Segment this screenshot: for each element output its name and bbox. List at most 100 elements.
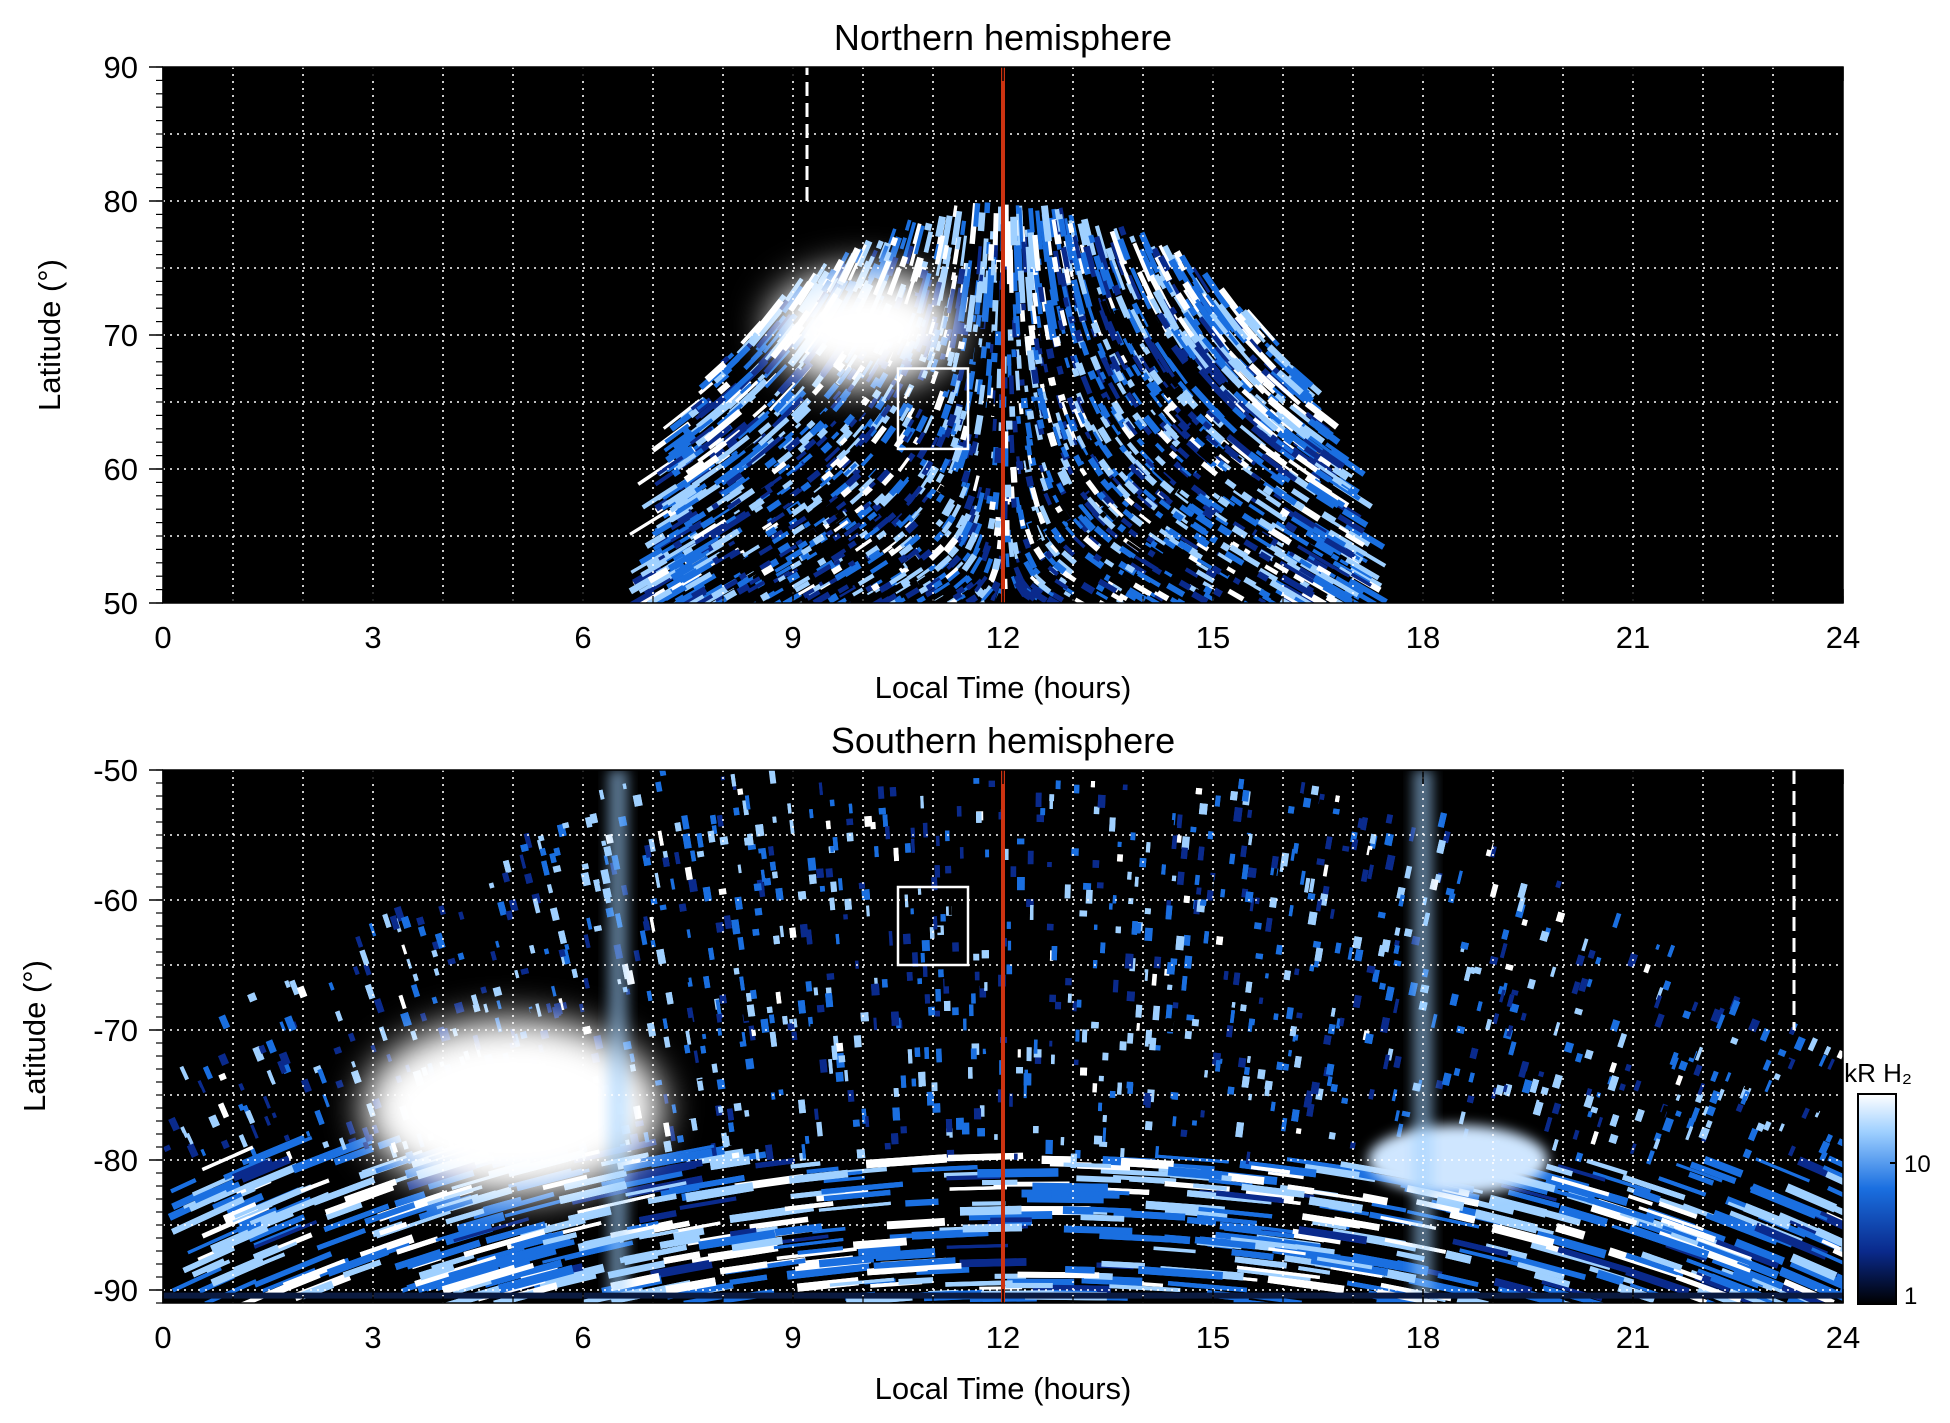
north-intensity-stroke: [905, 587, 920, 599]
north-intensity-stroke: [1099, 415, 1111, 429]
north-intensity-stroke: [1026, 349, 1036, 371]
north-intensity-stroke: [1157, 254, 1171, 272]
north-intensity-stroke: [1109, 229, 1128, 266]
north-intensity-stroke: [1171, 556, 1180, 564]
north-intensity-stroke: [880, 404, 892, 418]
north-intensity-stroke: [1147, 549, 1156, 558]
north-intensity-stroke: [799, 602, 817, 603]
north-intensity-stroke: [1109, 355, 1122, 373]
south-intensity-stroke: [1403, 928, 1413, 938]
north-intensity-stroke: [890, 236, 899, 247]
north-intensity-stroke: [1171, 438, 1181, 448]
north-intensity-stroke: [1186, 411, 1202, 426]
north-intensity-stroke: [1063, 428, 1075, 447]
north-intensity-stroke: [1205, 409, 1221, 425]
north-intensity-stroke: [947, 391, 957, 405]
north-intensity-stroke: [1176, 393, 1189, 407]
north-intensity-stroke: [1140, 502, 1154, 515]
north-xlabel: Local Time (hours): [875, 670, 1132, 705]
north-intensity-stroke: [1226, 455, 1238, 465]
north-intensity-stroke: [955, 287, 963, 309]
south-intensity-stroke: [1007, 940, 1012, 951]
north-intensity-stroke: [625, 589, 656, 603]
north-intensity-stroke: [1056, 482, 1065, 493]
south-intensity-stroke: [1092, 1083, 1098, 1093]
north-intensity-stroke: [1073, 453, 1085, 467]
north-intensity-stroke: [766, 512, 785, 526]
north-intensity-stroke: [1133, 582, 1153, 597]
north-intensity-stroke: [1121, 396, 1132, 409]
north-intensity-stroke: [1171, 423, 1187, 440]
north-intensity-stroke: [823, 384, 833, 394]
north-intensity-stroke: [765, 522, 779, 533]
north-intensity-stroke: [1144, 458, 1155, 469]
north-intensity-stroke: [1258, 588, 1271, 600]
north-intensity-stroke: [1015, 205, 1020, 214]
north-intensity-stroke: [770, 529, 785, 542]
north-intensity-stroke: [1008, 249, 1014, 293]
north-intensity-stroke: [1194, 436, 1206, 448]
north-intensity-stroke: [1114, 435, 1125, 447]
north-intensity-stroke: [1110, 592, 1125, 603]
south-intensity-stroke: [1078, 868, 1084, 878]
north-intensity-stroke: [758, 486, 773, 500]
north-intensity-stroke: [980, 587, 994, 603]
north-intensity-stroke: [791, 523, 806, 536]
north-intensity-stroke: [830, 457, 841, 469]
north-intensity-stroke: [763, 512, 775, 521]
south-intensity-stroke: [794, 772, 803, 781]
north-intensity-stroke: [768, 599, 783, 603]
south-intensity-stroke: [1027, 850, 1034, 865]
north-intensity-stroke: [973, 534, 984, 554]
north-intensity-stroke: [1183, 288, 1201, 313]
north-intensity-stroke: [990, 352, 998, 363]
north-intensity-stroke: [734, 592, 748, 603]
north-intensity-stroke: [1091, 431, 1105, 449]
north-intensity-stroke: [1243, 576, 1257, 588]
north-intensity-stroke: [1075, 362, 1086, 376]
south-intensity-stroke: [733, 1102, 742, 1112]
south-intensity-stroke: [920, 795, 924, 809]
north-intensity-stroke: [782, 479, 794, 490]
south-intensity-stroke: [733, 807, 740, 816]
north-intensity-stroke: [939, 215, 953, 259]
south-intensity-stroke: [1123, 1011, 1131, 1018]
north-intensity-stroke: [955, 514, 966, 529]
north-intensity-stroke: [951, 210, 963, 246]
north-intensity-stroke: [1198, 316, 1225, 349]
north-intensity-stroke: [1127, 583, 1146, 597]
north-intensity-stroke: [1064, 357, 1071, 369]
south-intensity-stroke: [1206, 889, 1214, 901]
north-intensity-stroke: [1242, 554, 1261, 568]
north-intensity-stroke: [1305, 482, 1341, 509]
north-intensity-stroke: [1025, 246, 1032, 270]
north-intensity-stroke: [1131, 363, 1142, 377]
north-intensity-stroke: [733, 572, 742, 579]
north-intensity-stroke: [1170, 327, 1194, 359]
north-intensity-stroke: [985, 359, 993, 377]
south-intensity-stroke: [1047, 861, 1052, 868]
south-intensity-stroke: [1144, 927, 1153, 942]
north-intensity-stroke: [1187, 516, 1197, 525]
north-intensity-stroke: [902, 426, 913, 437]
north-intensity-stroke: [664, 585, 688, 602]
north-intensity-stroke: [1172, 253, 1186, 272]
north-intensity-stroke: [1191, 284, 1215, 317]
north-intensity-stroke: [764, 364, 788, 389]
north-intensity-stroke: [678, 590, 707, 603]
north-intensity-stroke: [1036, 387, 1044, 396]
north-intensity-stroke: [980, 544, 992, 562]
north-intensity-stroke: [1077, 514, 1095, 532]
north-intensity-stroke: [1043, 363, 1049, 373]
north-intensity-stroke: [810, 517, 821, 528]
north-intensity-stroke: [681, 426, 691, 436]
north-intensity-stroke: [691, 463, 724, 488]
north-intensity-stroke: [1084, 500, 1099, 516]
north-intensity-stroke: [1079, 251, 1091, 276]
north-intensity-stroke: [1256, 571, 1270, 582]
north-intensity-stroke: [881, 383, 894, 403]
north-intensity-stroke: [777, 464, 791, 475]
north-intensity-stroke: [1097, 270, 1112, 299]
north-intensity-stroke: [834, 477, 844, 487]
north-intensity-stroke: [745, 434, 784, 468]
